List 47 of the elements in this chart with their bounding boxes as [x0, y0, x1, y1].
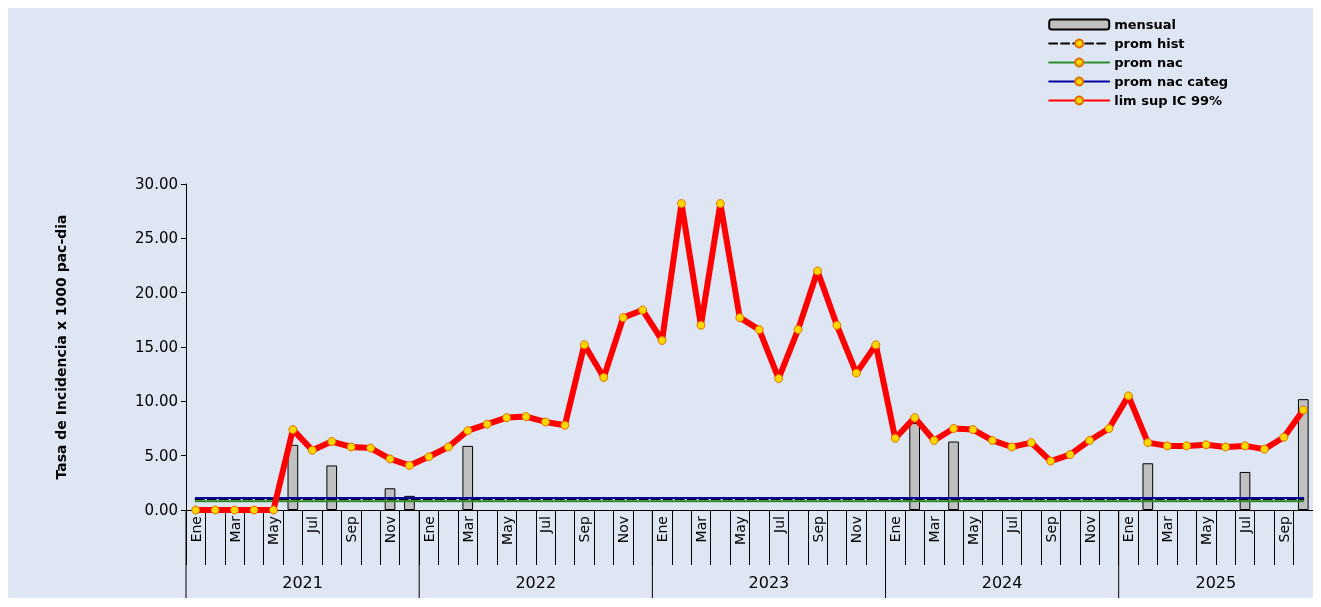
legend-label: lim sup IC 99%	[1114, 93, 1223, 108]
x-tick-label: Ene	[420, 516, 437, 543]
x-tick-label: Jul	[304, 516, 321, 534]
text: 2024	[981, 572, 1023, 592]
y-tick-label: 5.00	[144, 446, 178, 465]
y-tick-label: 30.00	[135, 175, 178, 193]
text: 2022	[515, 572, 557, 592]
x-tick-label: Mar	[226, 515, 243, 543]
text: 2021	[282, 572, 323, 592]
x-tick-label: May	[1198, 516, 1215, 545]
x-tick-label: Mar	[926, 515, 943, 543]
y-tick-label: 15.00	[135, 338, 178, 356]
x-tick-label: May	[731, 516, 748, 545]
x-tick-label: Mar	[1159, 515, 1176, 543]
x-tick-label: Ene	[654, 516, 671, 543]
y-tick-label: 0.00	[144, 501, 178, 519]
x-tick-label: Nov	[1081, 516, 1098, 544]
legend-label: prom nac categ	[1114, 74, 1228, 89]
x-tick-label: Jul	[1003, 516, 1020, 534]
x-tick-label: Nov	[615, 516, 632, 544]
x-tick-label: Nov	[382, 516, 399, 544]
legend-label: mensual	[1114, 17, 1177, 32]
x-tick-label: May	[498, 516, 515, 545]
x-tick-label: Jul	[770, 516, 787, 534]
x-tick-label: Ene	[1120, 516, 1137, 543]
x-tick-label: May	[265, 516, 282, 545]
x-tick-label: Mar	[459, 515, 476, 543]
text: 2025	[1195, 572, 1237, 592]
y-tick-label: 25.00	[135, 229, 178, 248]
x-tick-label: Jul	[1236, 516, 1253, 534]
x-tick-label: Sep	[809, 515, 826, 543]
x-tick-label: Nov	[848, 516, 865, 544]
x-tick-label: May	[964, 516, 981, 545]
legend-label: prom hist	[1114, 36, 1185, 51]
x-tick-label: Ene	[887, 516, 904, 543]
x-tick-label: Mar	[692, 515, 709, 543]
legend-label: prom nac	[1114, 55, 1183, 70]
y-axis-title: Tasa de Incidencia x 1000 pac-dia	[53, 214, 69, 480]
x-tick-label: Ene	[187, 516, 204, 543]
x-tick-label: Sep	[343, 515, 360, 543]
x-tick-label: Sep	[1042, 515, 1059, 543]
y-tick-label: 20.00	[135, 283, 178, 302]
y-tick-label: 10.00	[135, 392, 178, 411]
x-tick-label: Jul	[537, 516, 554, 534]
x-tick-label: Sep	[576, 515, 593, 543]
x-tick-label: Sep	[1275, 515, 1292, 543]
text: 2023	[748, 572, 790, 592]
